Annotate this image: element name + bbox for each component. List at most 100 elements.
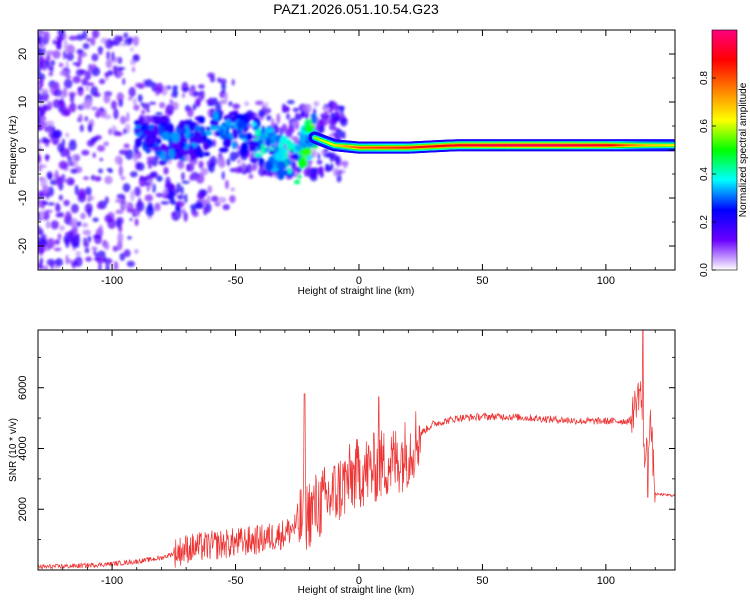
spectral-blob [293, 179, 301, 185]
spectral-speckle [232, 103, 241, 110]
colorbar-tick-label: 0.0 [699, 263, 710, 277]
spectral-speckle [104, 242, 110, 251]
spectral-speckle [181, 208, 186, 215]
spectral-speckle [112, 130, 120, 136]
spectral-speckle [261, 170, 267, 175]
spectral-blob [181, 141, 186, 149]
spectral-blob [231, 140, 237, 150]
spectral-speckle [248, 174, 254, 179]
spectral-blob [219, 128, 225, 140]
y-tick-label: -10 [17, 190, 29, 206]
spectral-speckle [118, 99, 124, 108]
spectral-speckle [63, 87, 68, 98]
spectral-speckle [206, 195, 211, 205]
spectral-speckle [176, 194, 185, 200]
spectral-speckle [122, 183, 131, 193]
spectral-speckle [47, 186, 54, 197]
colorbar-label: Normalized spectral amplitude [738, 82, 749, 217]
spectral-speckle [229, 195, 236, 203]
spectral-speckle [134, 218, 139, 226]
spectral-speckle [115, 209, 122, 214]
spectral-speckle [98, 51, 103, 55]
spectral-speckle [77, 114, 84, 123]
spectral-blob [299, 133, 307, 144]
spectral-speckle [221, 90, 226, 94]
spectral-blob [159, 143, 167, 152]
spectral-speckle [38, 164, 47, 169]
spectral-speckle [327, 118, 337, 125]
spectral-speckle [325, 163, 329, 169]
snr-ylabel: SNR (10 * v/v) [8, 418, 19, 482]
spectral-speckle [192, 210, 199, 217]
chart-title: PAZ1.2026.051.10.54.G23 [273, 1, 439, 17]
spectral-speckle [75, 34, 85, 41]
spectral-speckle [111, 51, 115, 62]
spectral-speckle [54, 169, 59, 178]
spectral-speckle [136, 162, 145, 171]
spectral-blob [193, 125, 202, 131]
spectral-speckle [130, 190, 135, 202]
spectral-blob [152, 146, 161, 151]
spectral-speckle [117, 56, 123, 65]
spectral-speckle [97, 46, 104, 53]
spectral-blob [264, 127, 275, 134]
spectral-speckle [120, 176, 126, 181]
spectral-speckle [75, 251, 81, 257]
spectral-speckle [119, 115, 127, 125]
spectral-speckle [175, 210, 180, 219]
spectral-blob [156, 138, 162, 145]
spectral-speckle [211, 139, 217, 147]
spectral-blob [248, 140, 254, 152]
spectral-speckle [142, 102, 150, 110]
spectral-speckle [112, 245, 119, 252]
spectral-speckle [229, 151, 238, 162]
spectral-speckle [52, 99, 62, 109]
spectral-speckle [52, 39, 57, 45]
spectral-speckle [181, 171, 185, 181]
spectral-speckle [104, 175, 113, 185]
spectral-speckle [251, 163, 257, 172]
x-tick-label: -50 [228, 575, 244, 587]
spectral-blob [244, 132, 253, 141]
spectral-speckle [287, 126, 295, 134]
spectral-speckle [86, 99, 93, 108]
spectral-speckle [180, 186, 184, 195]
spectral-speckle [291, 122, 297, 128]
spectral-blob [304, 119, 312, 127]
spectral-blob [279, 135, 288, 145]
spectral-speckle [264, 101, 269, 109]
spectral-speckle [72, 242, 80, 249]
spectral-speckle [38, 217, 45, 221]
y-tick-label: 4000 [17, 436, 29, 460]
spectral-speckle [223, 204, 228, 210]
spectral-speckle [303, 167, 310, 177]
spectral-speckle [66, 44, 76, 55]
spectral-speckle [48, 124, 52, 133]
spectral-speckle [153, 203, 161, 212]
spectral-speckle [38, 36, 42, 45]
spectral-speckle [83, 176, 89, 181]
spectral-speckle [65, 147, 71, 159]
spectral-speckle [86, 38, 91, 42]
spectral-speckle [41, 88, 49, 94]
spectral-speckle [116, 217, 124, 225]
spectral-speckle [43, 30, 50, 42]
spectral-speckle [290, 136, 299, 141]
spectral-blob [203, 151, 211, 157]
spectral-speckle [202, 206, 208, 216]
spectral-speckle [110, 100, 117, 110]
spectral-speckle [207, 72, 215, 78]
spectral-speckle [96, 256, 104, 265]
spectral-speckle [46, 258, 56, 267]
spectral-speckle [87, 123, 93, 133]
spectral-speckle [192, 91, 202, 96]
snr-axes: -100 -50 0 50 100 2000 4000 6000 [17, 330, 675, 587]
spectral-speckle [98, 78, 106, 85]
x-tick-label: -100 [101, 575, 123, 587]
spectral-speckle [38, 78, 44, 89]
spectral-speckle [63, 78, 73, 89]
spectral-speckle [46, 238, 55, 249]
spectral-speckle [50, 220, 60, 230]
spectral-speckle [56, 178, 62, 187]
